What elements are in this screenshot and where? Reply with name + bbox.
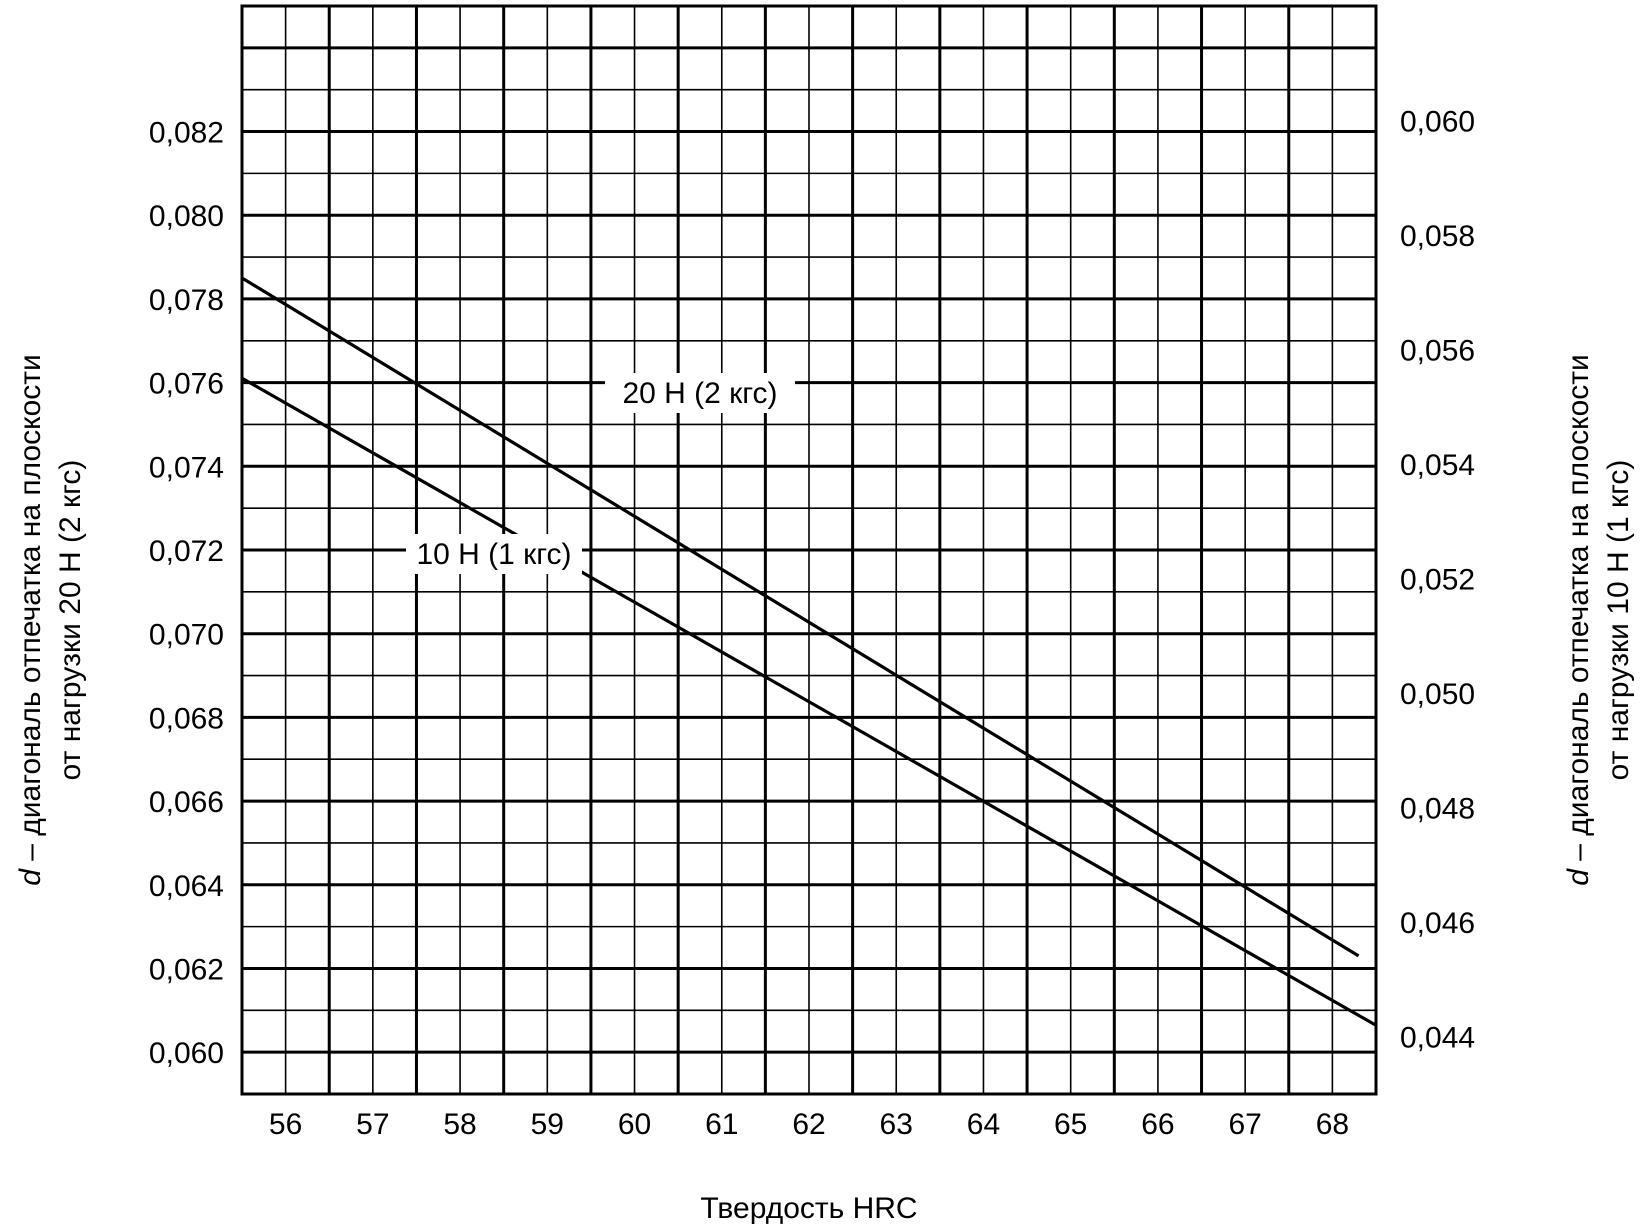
left-y-axis-title-line1: d – диагональ отпечатка на плоскости	[14, 354, 47, 886]
left-y-tick-label: 0,064	[149, 870, 224, 903]
x-tick-label: 64	[967, 1108, 1000, 1141]
right-y-axis-title-line2: от нагрузки 10 Н (1 кгс)	[1602, 460, 1635, 781]
series-line-1	[241, 276, 1360, 958]
right-y-tick-labels: 0,044 0,046 0,048 0,050 0,052 0,054 0,056 0,058…	[1400, 106, 1475, 1055]
x-tick-label: 60	[618, 1108, 651, 1141]
series-label-background	[406, 534, 582, 574]
right-y-tick-label: 0,048	[1400, 793, 1475, 826]
x-axis-title: Твердость HRC	[700, 1192, 917, 1225]
x-tick-label: 56	[269, 1108, 302, 1141]
right-y-axis-title-prefix: d	[1562, 868, 1595, 886]
x-tick-label: 67	[1228, 1108, 1261, 1141]
left-y-tick-label: 0,074	[149, 451, 224, 484]
left-y-tick-label: 0,078	[149, 284, 224, 317]
series-line-2	[241, 376, 1377, 1027]
x-tick-label: 62	[792, 1108, 825, 1141]
series-label-background	[605, 373, 795, 413]
chart-grid	[240, 5, 1378, 1095]
x-tick-label: 57	[356, 1108, 389, 1141]
x-tick-label: 59	[531, 1108, 564, 1141]
left-y-axis-title-prefix: d	[14, 868, 47, 886]
right-y-tick-label: 0,052	[1400, 564, 1475, 597]
right-y-axis-title-line1: d – диагональ отпечатка на плоскости	[1562, 354, 1595, 886]
left-y-tick-label: 0,066	[149, 786, 224, 819]
plot-border	[240, 4, 1378, 1096]
left-y-tick-label: 0,060	[149, 1037, 224, 1070]
x-tick-labels: 56 57 58 59 60 61 62 63 64 65 66 67 68	[269, 1108, 1349, 1141]
x-tick-label: 58	[443, 1108, 476, 1141]
x-tick-label: 63	[880, 1108, 913, 1141]
left-y-tick-label: 0,076	[149, 368, 224, 401]
left-y-tick-label: 0,062	[149, 953, 224, 986]
left-y-axis-title-text: – диагональ отпечатка на плоскости	[14, 354, 47, 869]
chart-frame	[240, 4, 1378, 1096]
x-tick-label: 61	[705, 1108, 738, 1141]
left-y-tick-label: 0,080	[149, 200, 224, 233]
left-y-tick-label: 0,082	[149, 117, 224, 150]
x-tick-label: 65	[1054, 1108, 1087, 1141]
left-y-tick-label: 0,068	[149, 702, 224, 735]
left-y-axis-title-line2: от нагрузки 20 Н (2 кгс)	[54, 460, 87, 781]
left-y-tick-label: 0,070	[149, 619, 224, 652]
right-y-tick-label: 0,044	[1400, 1022, 1475, 1055]
left-y-tick-labels: 0,060 0,062 0,064 0,066 0,068 0,070 0,072 0,074…	[149, 117, 224, 1071]
left-y-tick-label: 0,072	[149, 535, 224, 568]
x-tick-label: 66	[1141, 1108, 1174, 1141]
right-y-tick-label: 0,054	[1400, 449, 1475, 482]
right-y-tick-label: 0,046	[1400, 907, 1475, 940]
right-y-tick-label: 0,050	[1400, 678, 1475, 711]
chart-series: 20 Н (2 кгс) 10 Н (1 кгс)	[241, 276, 1377, 1027]
x-tick-label: 68	[1316, 1108, 1349, 1141]
right-y-tick-label: 0,058	[1400, 220, 1475, 253]
series-label-1: 20 Н (2 кгс)	[622, 377, 777, 410]
right-y-tick-label: 0,056	[1400, 335, 1475, 368]
series-label-2: 10 Н (1 кгс)	[416, 538, 571, 571]
right-y-tick-label: 0,060	[1400, 106, 1475, 139]
right-y-axis-title-text: – диагональ отпечатка на плоскости	[1562, 354, 1595, 869]
